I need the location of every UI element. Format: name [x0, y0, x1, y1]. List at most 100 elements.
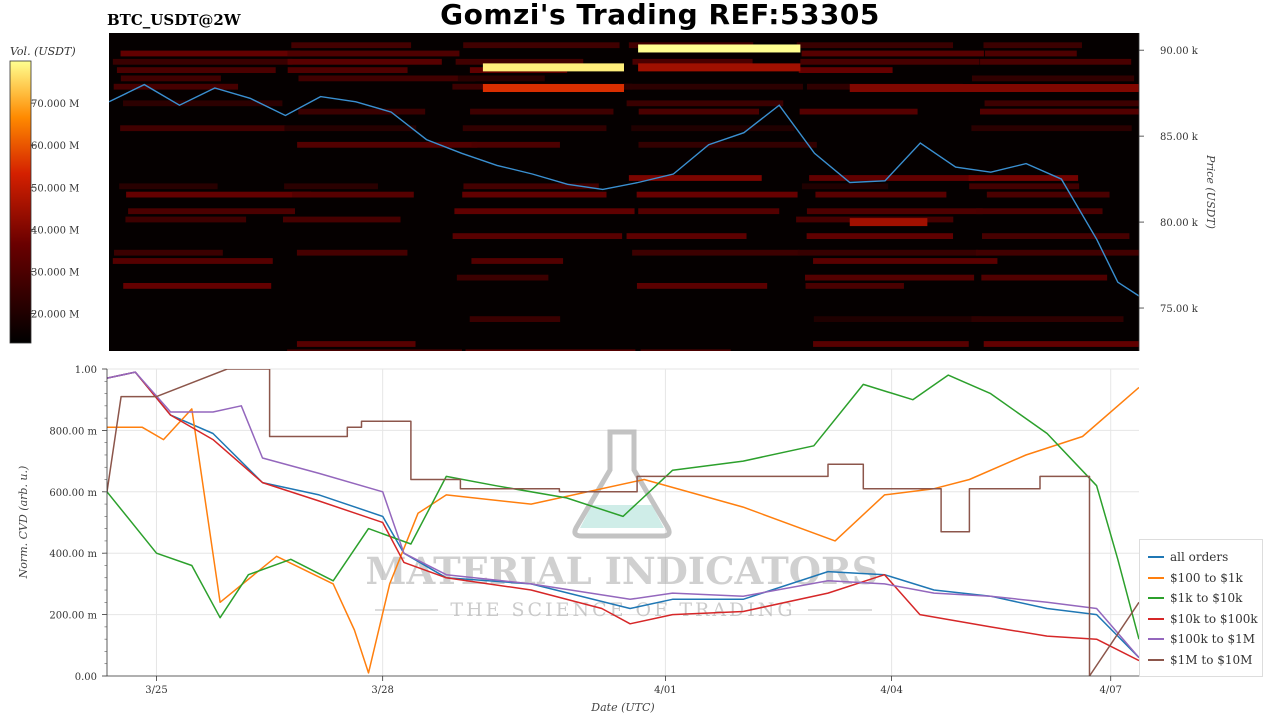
cvd-x-axis-label: Date (UTC) — [590, 701, 654, 714]
heatmap-cell — [636, 191, 798, 198]
colorbar-ticks: 70.000 M 60.000 M 50.000 M 40.000 M 30.000 M… — [31, 99, 79, 321]
heatmap-cell — [454, 208, 635, 215]
heatmap-cell — [968, 175, 1079, 181]
legend-swatch — [1148, 597, 1164, 599]
cvd-y-tick-label: 1.00 — [75, 365, 97, 376]
heatmap-cell — [471, 141, 560, 148]
heatmap-cell — [800, 58, 980, 65]
heatmap-cell — [626, 233, 747, 239]
heatmap-cell — [986, 191, 1110, 198]
legend-label: all orders — [1170, 550, 1229, 564]
flask-logo — [572, 429, 672, 539]
heatmap-cell — [984, 100, 1139, 107]
heatmap-cell — [813, 316, 982, 322]
heatmap-cell — [465, 349, 636, 351]
heatmap-band — [849, 218, 928, 227]
heatmap-cell — [801, 183, 889, 190]
cvd-series-line — [107, 371, 1139, 659]
heatmap-cell — [638, 141, 817, 148]
heatmap-cell — [805, 274, 975, 281]
cvd-y-tick-label: 400.00 m — [49, 549, 97, 560]
heatmap-cell — [291, 42, 412, 49]
heatmap-band — [638, 63, 801, 72]
heatmap-cell — [631, 125, 795, 132]
heatmap-cell — [636, 283, 768, 289]
legend-swatch — [1148, 638, 1164, 640]
heatmap-cell — [801, 50, 984, 57]
heatmap-band — [482, 84, 624, 93]
heatmap-cell — [624, 83, 803, 90]
heatmap-cell — [463, 42, 620, 49]
colorbar-tick-label: 30.000 M — [31, 267, 79, 278]
colorbar-tick-label: 40.000 M — [31, 225, 79, 236]
heatmap-cell — [626, 100, 784, 107]
heatmap-cell — [298, 75, 476, 82]
heatmap-cell — [120, 75, 221, 82]
heatmap-cell — [799, 108, 918, 115]
legend-item: $100 to $1k — [1148, 569, 1243, 587]
heatmap-cell — [296, 249, 408, 256]
cvd-series-line — [107, 369, 1139, 676]
heatmap-band — [638, 44, 801, 53]
legend-item: $10k to $100k — [1148, 610, 1258, 628]
heatmap-cell — [971, 125, 1132, 132]
heatmap-cell — [462, 191, 607, 198]
cvd-x-tick-label: 3/28 — [371, 685, 393, 696]
heatmap-cell — [983, 341, 1139, 347]
price-axis-label: Price (USDT) — [1204, 154, 1217, 229]
heatmap-cell — [119, 183, 218, 190]
legend: all orders $100 to $1k $1k to $10k $10k to … — [1139, 539, 1263, 677]
heatmap-cell — [116, 67, 276, 73]
heatmap-cell — [123, 100, 283, 107]
heatmap-cell — [638, 208, 780, 215]
legend-label: $100k to $1M — [1170, 632, 1256, 646]
colorbar-tick-label: 70.000 M — [31, 99, 79, 110]
heatmap-cell — [471, 258, 564, 264]
heatmap-cell — [796, 42, 954, 49]
heatmap-cell — [813, 258, 998, 264]
colorbar-title: Vol. (USDT) — [10, 45, 76, 58]
legend-label: $1k to $10k — [1170, 591, 1243, 605]
heatmap-cell — [632, 58, 753, 65]
cvd-panel: MATERIAL INDICATORS THE SCIENCE OF TRADI… — [17, 365, 1139, 714]
heatmap-cell — [282, 216, 401, 223]
cvd-x-ticks: 3/25 3/28 4/01 4/04 4/07 — [145, 676, 1122, 696]
heatmap-cell — [287, 58, 442, 65]
legend-label: $10k to $100k — [1170, 611, 1258, 626]
colorbar-tick-label: 20.000 M — [31, 310, 79, 321]
heatmap-cell — [114, 249, 223, 256]
cvd-series-line — [107, 371, 1139, 662]
heatmap-cell — [983, 42, 1082, 49]
price-line — [109, 83, 1139, 297]
heatmap-cell — [120, 125, 286, 132]
cvd-x-tick-label: 4/04 — [880, 685, 902, 696]
cvd-series-line — [107, 386, 1139, 674]
legend-item: all orders — [1148, 548, 1228, 566]
heatmap-cell — [298, 108, 426, 115]
legend-item: $100k to $1M — [1148, 630, 1255, 648]
heatmap-cell — [113, 83, 239, 90]
heatmap-cell — [806, 233, 954, 239]
heatmap-cell — [638, 108, 760, 115]
heatmap-cell — [806, 208, 983, 215]
heatmap-cell — [296, 341, 416, 347]
price-tick-label: 85.00 k — [1160, 132, 1199, 143]
cvd-y-ticks: 1.00 800.00 m 600.00 m 400.00 m 200.00 m 0.00 — [49, 365, 107, 683]
legend-label: $100 to $1k — [1170, 570, 1243, 585]
colorbar-gradient — [9, 60, 32, 344]
heatmap-cell — [456, 274, 549, 281]
heatmap-cell — [287, 67, 408, 73]
cvd-series-lines — [107, 369, 1139, 676]
watermark: MATERIAL INDICATORS THE SCIENCE OF TRADI… — [366, 429, 878, 621]
legend-swatch — [1148, 556, 1164, 558]
heatmap-cell — [632, 249, 800, 256]
heatmap-cell — [112, 58, 293, 65]
heatmap-cell — [463, 183, 599, 190]
cvd-y-tick-label: 200.00 m — [49, 611, 97, 622]
heatmap-cell — [809, 175, 975, 181]
legend-item: $1k to $10k — [1148, 589, 1242, 607]
legend-swatch — [1148, 576, 1164, 579]
heatmap-cell — [457, 75, 545, 82]
heatmap-cell — [979, 108, 1139, 115]
